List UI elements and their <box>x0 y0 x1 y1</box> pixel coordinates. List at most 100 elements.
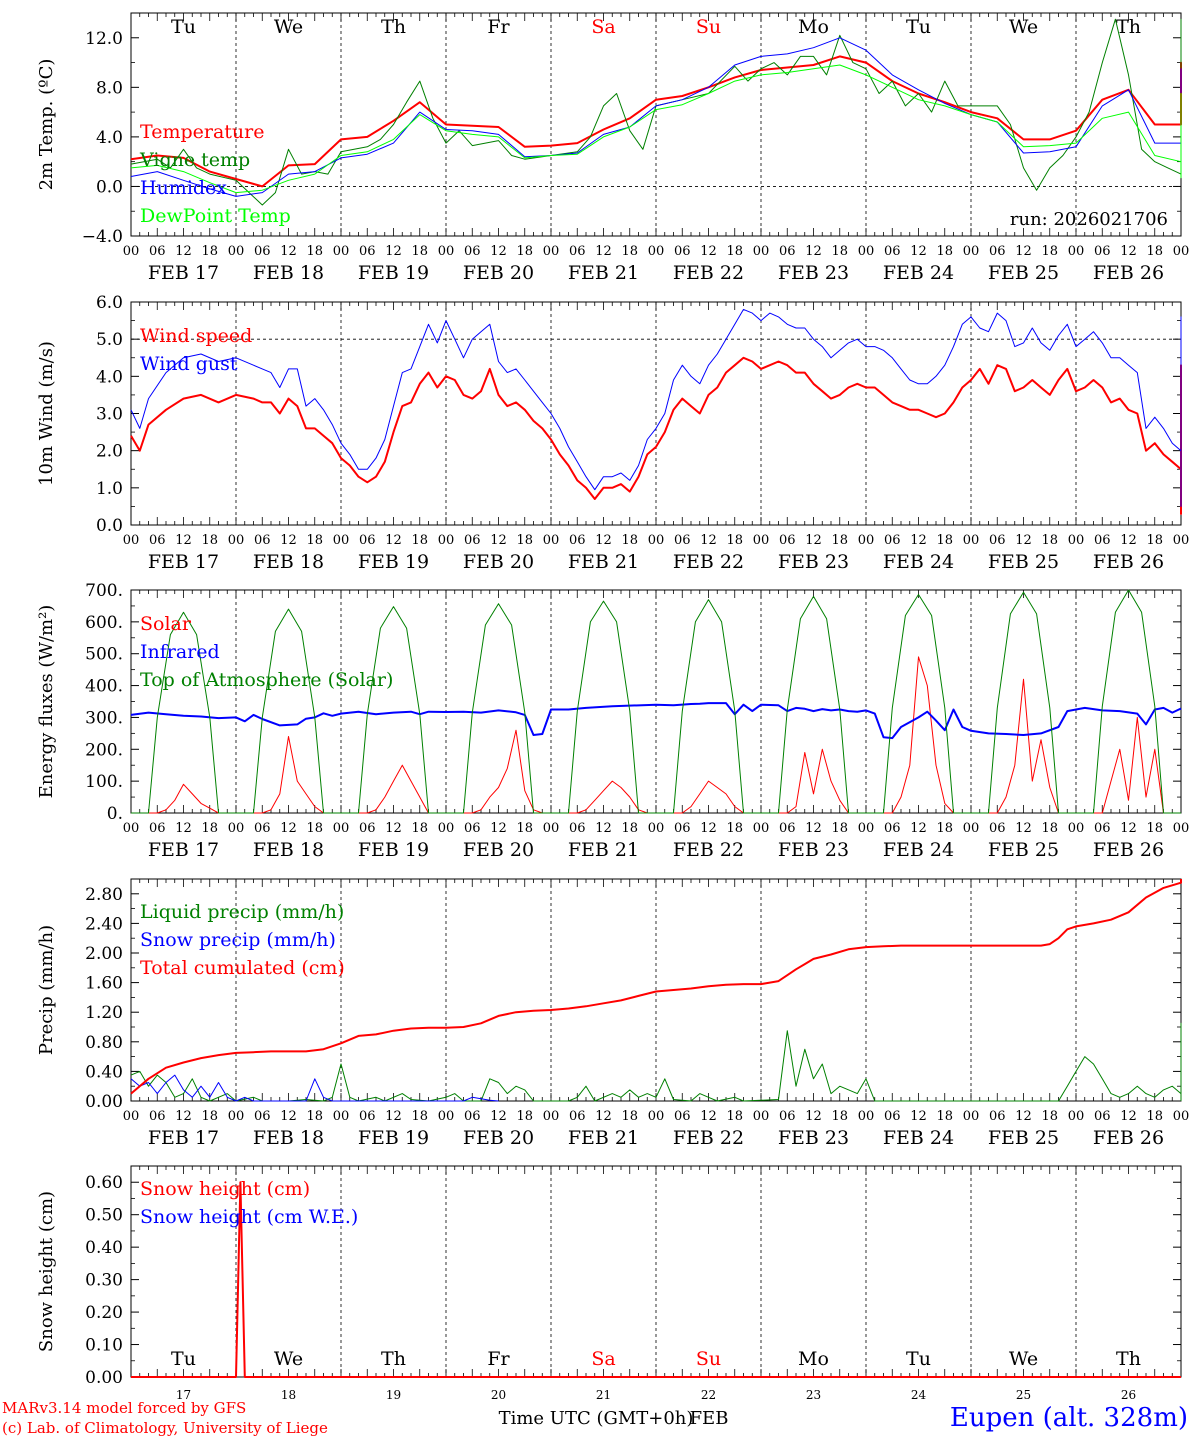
hour-tick-label: 12 <box>280 821 297 836</box>
date-label: FEB 21 <box>568 262 639 284</box>
y-tick-label: 3.0 <box>96 405 123 425</box>
date-label: FEB 18 <box>253 551 324 573</box>
y-tick-label: 0.40 <box>85 1238 123 1258</box>
date-label: FEB 18 <box>253 1127 324 1149</box>
hour-tick-label: 12 <box>1015 244 1032 259</box>
hour-tick-label: 00 <box>1068 1109 1085 1124</box>
hour-tick-label: 06 <box>149 821 166 836</box>
date-label: FEB 23 <box>778 1127 849 1149</box>
y-tick-label: 0.60 <box>85 1173 123 1193</box>
hour-tick-label: 18 <box>1041 244 1058 259</box>
date-label: FEB 20 <box>463 551 534 573</box>
day-name-label: We <box>274 16 303 38</box>
hour-tick-label: 18 <box>516 1109 533 1124</box>
hour-tick-label: 12 <box>595 821 612 836</box>
hour-tick-label: 06 <box>254 1109 271 1124</box>
hour-tick-label: 12 <box>805 821 822 836</box>
day-name-label: Tu <box>906 16 931 38</box>
hour-tick-label: 18 <box>1146 533 1163 548</box>
y-tick-label: 500. <box>85 645 123 665</box>
hour-tick-label: 00 <box>543 821 560 836</box>
series-line-wind-gust <box>130 308 1182 507</box>
time-axis-label: Time UTC (GMT+0h) <box>499 1408 694 1429</box>
date-label: FEB 19 <box>358 839 429 861</box>
series-line-dewpoint-temp <box>130 64 1182 194</box>
hour-tick-label: 06 <box>989 244 1006 259</box>
hour-tick-label: 18 <box>1041 821 1058 836</box>
hour-tick-label: 00 <box>648 1109 665 1124</box>
y-tick-label: 1.60 <box>85 974 123 994</box>
legend-entry: DewPoint Temp <box>140 205 291 227</box>
run-label: run: 2026021706 <box>1010 209 1168 230</box>
hour-tick-label: 12 <box>490 1109 507 1124</box>
legend-entry: Total cumulated (cm) <box>140 957 345 979</box>
hour-tick-label: 12 <box>910 821 927 836</box>
day-name-label: Su <box>696 1348 721 1370</box>
hour-tick-label: 12 <box>700 1109 717 1124</box>
legend-entry: Snow precip (mm/h) <box>140 929 336 951</box>
hour-tick-label: 00 <box>1173 821 1190 836</box>
hour-tick-label: 00 <box>858 821 875 836</box>
hour-tick-label: 18 <box>936 821 953 836</box>
hour-tick-label: 00 <box>543 244 560 259</box>
day-name-label: Tu <box>906 1348 931 1370</box>
hour-tick-label: 00 <box>1068 533 1085 548</box>
hour-tick-label: 00 <box>543 1109 560 1124</box>
hour-tick-label: 00 <box>333 244 350 259</box>
hour-tick-label: 00 <box>648 244 665 259</box>
hour-tick-label: 12 <box>1120 1109 1137 1124</box>
hour-tick-label: 18 <box>831 533 848 548</box>
hour-tick-label: 06 <box>779 533 796 548</box>
y-axis-label: Energy fluxes (W/m²) <box>36 605 57 799</box>
hour-tick-label: 12 <box>490 533 507 548</box>
date-label: FEB 26 <box>1093 262 1164 284</box>
date-label: FEB 17 <box>148 551 219 573</box>
day-number-label: 25 <box>1016 1388 1031 1402</box>
hour-tick-label: 06 <box>254 821 271 836</box>
day-name-label: Mo <box>798 16 829 38</box>
hour-tick-label: 12 <box>490 244 507 259</box>
hour-tick-label: 18 <box>831 244 848 259</box>
y-tick-label: 4.0 <box>96 128 123 148</box>
hour-tick-label: 12 <box>385 821 402 836</box>
hour-tick-label: 06 <box>779 244 796 259</box>
hour-tick-label: 12 <box>385 1109 402 1124</box>
hour-tick-label: 06 <box>779 821 796 836</box>
hour-tick-label: 06 <box>464 244 481 259</box>
date-label: FEB 25 <box>988 1127 1059 1149</box>
y-tick-label: 0. <box>107 804 123 824</box>
hour-tick-label: 00 <box>123 821 140 836</box>
y-tick-label: 200. <box>85 740 123 760</box>
hour-tick-label: 06 <box>149 533 166 548</box>
hour-tick-label: 18 <box>621 244 638 259</box>
hour-tick-label: 00 <box>333 821 350 836</box>
hour-tick-label: 06 <box>569 1109 586 1124</box>
series-line-top-of-atmosphere-solar- <box>131 589 1181 814</box>
hour-tick-label: 00 <box>1173 1109 1190 1124</box>
hour-tick-label: 00 <box>123 244 140 259</box>
hour-tick-label: 00 <box>1068 821 1085 836</box>
date-label: FEB 17 <box>148 262 219 284</box>
hour-tick-label: 12 <box>595 244 612 259</box>
y-tick-label: 0.00 <box>85 1092 123 1112</box>
hour-tick-label: 18 <box>411 533 428 548</box>
date-label: FEB 18 <box>253 839 324 861</box>
legend-entry: Snow height (cm) <box>140 1178 310 1200</box>
y-tick-label: 0.10 <box>85 1336 123 1356</box>
hour-tick-label: 18 <box>1041 533 1058 548</box>
hour-tick-label: 12 <box>175 821 192 836</box>
date-label: FEB 24 <box>883 1127 954 1149</box>
date-label: FEB 24 <box>883 839 954 861</box>
hour-tick-label: 18 <box>936 1109 953 1124</box>
y-tick-label: 0.80 <box>85 1033 123 1053</box>
date-label: FEB 24 <box>883 262 954 284</box>
hour-tick-label: 12 <box>280 1109 297 1124</box>
date-label: FEB 23 <box>778 839 849 861</box>
hour-tick-label: 00 <box>438 821 455 836</box>
hour-tick-label: 18 <box>1146 1109 1163 1124</box>
hour-tick-label: 18 <box>621 533 638 548</box>
hour-tick-label: 00 <box>1173 244 1190 259</box>
hour-tick-label: 18 <box>201 821 218 836</box>
date-label: FEB 20 <box>463 839 534 861</box>
y-tick-label: 2.0 <box>96 442 123 462</box>
